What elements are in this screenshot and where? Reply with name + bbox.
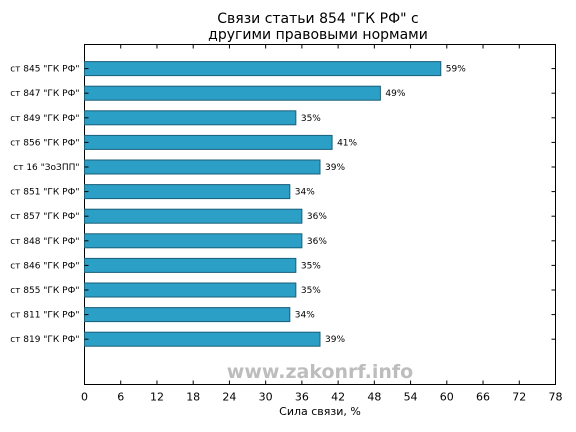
x-axis: 0 6 12 18 24 30 36 42 48 54 60 66 72 78 — [81, 44, 563, 404]
value-label: 35% — [301, 261, 321, 271]
value-label: 59% — [446, 65, 466, 75]
category-label: ст 845 "ГК РФ" — [10, 65, 79, 75]
category-label: ст 855 "ГК РФ" — [10, 286, 79, 296]
bar — [84, 159, 321, 175]
x-tick-label: 12 — [150, 391, 164, 404]
category-label: ст 849 "ГК РФ" — [10, 114, 79, 124]
category-label: ст 819 "ГК РФ" — [10, 335, 79, 345]
bar — [84, 134, 333, 150]
x-tick-label: 48 — [367, 391, 381, 404]
bar — [84, 208, 303, 224]
category-label: ст 848 "ГК РФ" — [10, 237, 79, 247]
value-label: 39% — [325, 335, 345, 345]
x-tick-label: 78 — [549, 391, 563, 404]
x-tick-label: 42 — [331, 391, 345, 404]
bar — [84, 110, 297, 126]
x-tick-label: 36 — [295, 391, 309, 404]
category-label: ст 857 "ГК РФ" — [10, 212, 79, 222]
category-label: ст 846 "ГК РФ" — [10, 261, 79, 271]
bar — [84, 233, 303, 249]
category-label: ст 16 "ЗоЗПП" — [13, 163, 79, 173]
bars: ст 845 "ГК РФ" 59% ст 847 "ГК РФ" 49% ст 849… — [10, 61, 556, 347]
bar — [84, 331, 321, 347]
x-tick-label: 66 — [476, 391, 490, 404]
value-label: 35% — [301, 114, 321, 124]
value-label: 39% — [325, 163, 345, 173]
value-label: 49% — [385, 89, 405, 99]
chart-title-line-1: Связи статьи 854 "ГК РФ" с — [217, 11, 418, 27]
bar — [84, 85, 381, 101]
value-label: 36% — [307, 237, 327, 247]
chart-title-line-2: другими правовыми нормами — [208, 27, 428, 43]
value-label: 35% — [301, 286, 321, 296]
x-tick-label: 30 — [259, 391, 273, 404]
value-label: 36% — [307, 212, 327, 222]
bar — [84, 307, 291, 323]
bar — [84, 184, 291, 200]
category-label: ст 847 "ГК РФ" — [10, 89, 79, 99]
x-tick-label: 60 — [440, 391, 454, 404]
watermark: www.zakonrf.info — [227, 361, 413, 383]
value-label: 34% — [295, 311, 315, 321]
x-tick-label: 72 — [512, 391, 526, 404]
value-label: 34% — [295, 188, 315, 198]
x-tick-label: 24 — [222, 391, 236, 404]
x-tick-label: 54 — [404, 391, 418, 404]
category-label: ст 856 "ГК РФ" — [10, 138, 79, 148]
category-label: ст 851 "ГК РФ" — [10, 188, 79, 198]
x-tick-label: 6 — [117, 391, 124, 404]
x-tick-label: 18 — [186, 391, 200, 404]
x-tick-label: 0 — [81, 391, 88, 404]
category-label: ст 811 "ГК РФ" — [10, 311, 79, 321]
value-label: 41% — [337, 138, 357, 148]
x-axis-label: Сила связи, % — [279, 405, 361, 418]
bar — [84, 61, 442, 77]
bar — [84, 257, 297, 273]
bar — [84, 282, 297, 298]
